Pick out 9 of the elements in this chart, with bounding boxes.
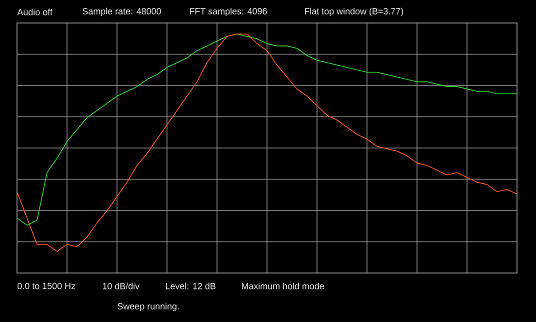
text: Audio off [17, 8, 52, 16]
text: Flat top window (B=3.77) [304, 8, 404, 16]
text: Level: 12 dB [166, 282, 216, 290]
text: Maximum hold mode [242, 282, 324, 290]
text: 10 dB/div [102, 282, 140, 290]
text: 0.0 to 1500 Hz [18, 282, 76, 290]
text: Sweep running. [118, 302, 179, 312]
text: Sample rate: 48000 [82, 8, 161, 16]
text: FFT samples: 4096 [190, 8, 267, 16]
